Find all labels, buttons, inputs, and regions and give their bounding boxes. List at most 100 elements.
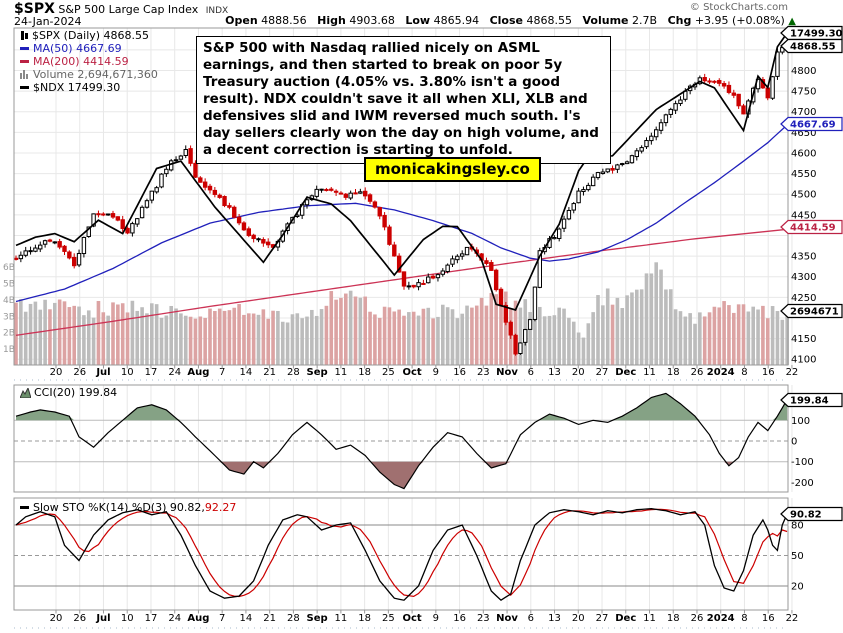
close-label: Close	[489, 14, 524, 27]
svg-text:1B: 1B	[3, 345, 15, 355]
ma50-line	[15, 124, 788, 303]
sto-legend-d-value: 92.27	[204, 501, 237, 514]
svg-text:4150: 4150	[791, 334, 816, 345]
svg-text:11: 11	[643, 367, 656, 378]
ma200-line	[15, 228, 788, 336]
svg-text:28: 28	[287, 367, 300, 378]
svg-text:100: 100	[791, 416, 810, 427]
svg-text:14: 14	[240, 613, 253, 624]
svg-text:90.82: 90.82	[790, 510, 822, 521]
svg-text:199.84: 199.84	[790, 396, 829, 407]
ndx-line	[15, 32, 788, 312]
svg-text:18: 18	[358, 613, 371, 624]
svg-text:9: 9	[433, 367, 439, 378]
volume-label: Volume	[582, 14, 629, 27]
svg-text:25: 25	[382, 613, 395, 624]
svg-text:24: 24	[168, 613, 181, 624]
svg-text:-100: -100	[791, 457, 814, 468]
svg-text:4250: 4250	[791, 293, 816, 304]
svg-text:9: 9	[433, 613, 439, 624]
svg-text:17: 17	[145, 613, 158, 624]
chg-value: +3.95 (+0.08%)	[694, 14, 785, 27]
svg-text:4500: 4500	[791, 190, 816, 201]
svg-text:20: 20	[791, 581, 804, 592]
ma200-dash-icon	[20, 60, 29, 63]
svg-text:26: 26	[73, 613, 86, 624]
svg-text:17: 17	[145, 367, 158, 378]
svg-text:4B: 4B	[3, 296, 15, 306]
high-label: High	[317, 14, 346, 27]
watermark-badge: monicakingsley.co	[364, 157, 541, 182]
main-panel-legend: $SPX (Daily) 4868.55 MA(50) 4667.69 MA(2…	[20, 29, 158, 94]
open-value: 4888.56	[261, 14, 307, 27]
close-value: 4868.55	[526, 14, 573, 27]
legend-volume: Volume 2,694,671,360	[33, 67, 158, 81]
svg-text:17499.30: 17499.30	[790, 29, 843, 40]
svg-text:2694671: 2694671	[790, 307, 839, 318]
cci-legend: CCI(20) 199.84	[20, 386, 117, 399]
sto-dash-icon	[20, 506, 29, 509]
svg-text:Oct: Oct	[402, 613, 421, 624]
svg-text:21: 21	[263, 613, 276, 624]
svg-text:20: 20	[572, 367, 585, 378]
legend-ndx: $NDX 17499.30	[33, 80, 121, 94]
chart-header: $SPX S&P 500 Large Cap Index INDX	[14, 1, 829, 17]
svg-text:16: 16	[762, 613, 775, 624]
svg-text:24: 24	[168, 367, 181, 378]
cci-legend-text: CCI(20) 199.84	[34, 386, 118, 399]
volume-value: 2.7B	[632, 14, 658, 27]
svg-text:Aug: Aug	[187, 613, 209, 624]
svg-text:16: 16	[762, 367, 775, 378]
volume-icon	[20, 70, 28, 79]
svg-text:26: 26	[691, 367, 704, 378]
svg-text:Nov: Nov	[496, 367, 518, 378]
svg-text:14: 14	[240, 367, 253, 378]
chg-label: Chg	[667, 14, 692, 27]
cci-panel	[14, 392, 788, 490]
svg-text:4350: 4350	[791, 252, 816, 263]
annotation-box: S&P 500 with Nasdaq rallied nicely on AS…	[196, 36, 611, 164]
svg-text:50: 50	[791, 551, 804, 562]
stockcharts-credit: © StockCharts.com	[689, 2, 788, 13]
svg-text:13: 13	[548, 613, 561, 624]
svg-text:16: 16	[453, 613, 466, 624]
svg-text:4700: 4700	[791, 107, 816, 118]
exchange-label: INDX	[205, 6, 229, 16]
svg-text:80: 80	[791, 520, 804, 531]
low-label: Low	[405, 14, 431, 27]
svg-text:Dec: Dec	[615, 367, 636, 378]
sto-legend-main: Slow STO %K(14) %D(3) 90.82,	[33, 501, 205, 514]
svg-text:20: 20	[572, 613, 585, 624]
svg-text:18: 18	[358, 367, 371, 378]
svg-text:7: 7	[219, 367, 225, 378]
svg-text:4650: 4650	[791, 128, 816, 139]
svg-text:20: 20	[50, 367, 63, 378]
svg-text:2024: 2024	[707, 613, 735, 624]
svg-text:4868.55: 4868.55	[790, 42, 836, 53]
svg-text:11: 11	[335, 367, 348, 378]
area-icon	[20, 387, 31, 398]
low-value: 4865.94	[433, 14, 480, 27]
axis-labels: 4800 4750 4700 4650 4600 4550 4500 4450 4350 4300…	[3, 66, 816, 629]
svg-text:4300: 4300	[791, 272, 816, 283]
svg-text:16: 16	[453, 367, 466, 378]
svg-text:18: 18	[667, 367, 680, 378]
chg-up-arrow-icon: ▲	[788, 16, 796, 27]
svg-text:11: 11	[643, 613, 656, 624]
svg-text:Jul: Jul	[95, 367, 110, 378]
svg-text:Sep: Sep	[307, 367, 328, 378]
candlestick-icon	[21, 31, 28, 40]
ndx-dash-icon	[20, 86, 29, 89]
svg-text:4414.59: 4414.59	[790, 223, 836, 234]
svg-text:5B: 5B	[3, 280, 15, 290]
svg-text:3B: 3B	[3, 312, 15, 322]
legend-spx: $SPX (Daily) 4868.55	[32, 28, 150, 42]
svg-text:2024: 2024	[707, 367, 735, 378]
ohlc-readout: Open 4888.56 High 4903.68 Low 4865.94 Cl…	[218, 14, 796, 27]
sto-legend: Slow STO %K(14) %D(3) 90.82, 92.27	[20, 501, 236, 514]
svg-text:4450: 4450	[791, 210, 816, 221]
svg-text:25: 25	[382, 367, 395, 378]
svg-text:Aug: Aug	[187, 367, 209, 378]
svg-text:18: 18	[667, 613, 680, 624]
